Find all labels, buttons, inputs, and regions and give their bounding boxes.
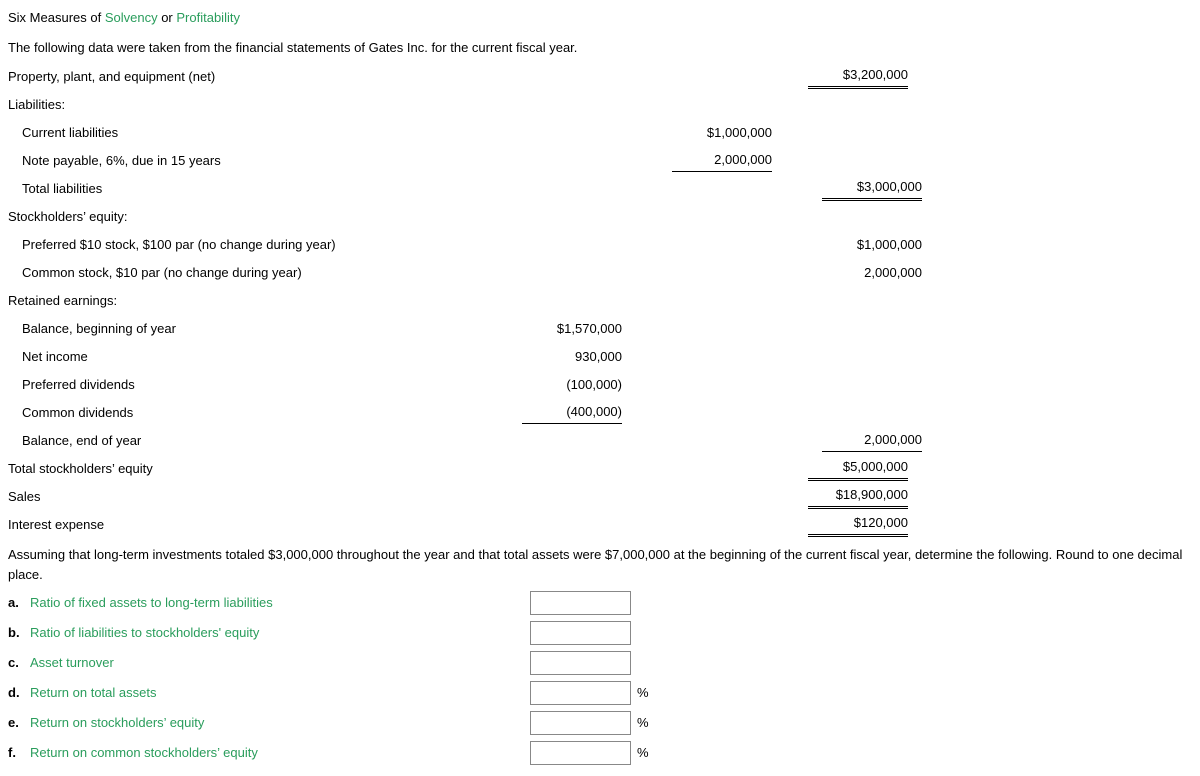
q-f-input[interactable] xyxy=(530,741,631,765)
re-header: Retained earnings: xyxy=(8,291,478,311)
bal-beg-label: Balance, beginning of year xyxy=(8,319,492,339)
solvency-link[interactable]: Solvency xyxy=(105,10,158,25)
int-exp-label: Interest expense xyxy=(8,515,478,535)
q-a-text[interactable]: Ratio of fixed assets to long-term liabi… xyxy=(30,593,530,613)
q-d-input[interactable] xyxy=(530,681,631,705)
bal-end-label: Balance, end of year xyxy=(8,431,492,451)
total-liab-label: Total liabilities xyxy=(8,179,492,199)
bal-beg-value: $1,570,000 xyxy=(522,319,622,339)
pref-div-value: (100,000) xyxy=(522,375,622,395)
q-e-pct: % xyxy=(637,713,649,733)
q-e-text[interactable]: Return on stockholders’ equity xyxy=(30,713,530,733)
ni-label: Net income xyxy=(8,347,492,367)
se-header: Stockholders’ equity: xyxy=(8,207,478,227)
q-f-letter: f. xyxy=(8,743,30,763)
bal-end-value: 2,000,000 xyxy=(822,430,922,452)
liabilities-header: Liabilities: xyxy=(8,95,478,115)
q-e-input[interactable] xyxy=(530,711,631,735)
tot-se-label: Total stockholders’ equity xyxy=(8,459,478,479)
title-prefix: Six Measures of xyxy=(8,10,105,25)
q-b-letter: b. xyxy=(8,623,30,643)
q-b-text[interactable]: Ratio of liabilities to stockholders' eq… xyxy=(30,623,530,643)
tot-se-value: $5,000,000 xyxy=(808,457,908,482)
q-b-input[interactable] xyxy=(530,621,631,645)
com-div-value: (400,000) xyxy=(522,402,622,424)
total-liab-value: $3,000,000 xyxy=(822,177,922,202)
current-liab-label: Current liabilities xyxy=(8,123,492,143)
q-d-pct: % xyxy=(637,683,649,703)
current-liab-value: $1,000,000 xyxy=(672,123,772,143)
note-payable-value: 2,000,000 xyxy=(672,150,772,172)
q-d-letter: d. xyxy=(8,683,30,703)
intro-text: The following data were taken from the f… xyxy=(8,38,1192,58)
ni-value: 930,000 xyxy=(522,347,622,367)
q-a-letter: a. xyxy=(8,593,30,613)
q-c-input[interactable] xyxy=(530,651,631,675)
note-payable-label: Note payable, 6%, due in 15 years xyxy=(8,151,492,171)
q-f-pct: % xyxy=(637,743,649,763)
q-f-text[interactable]: Return on common stockholders’ equity xyxy=(30,743,530,763)
q-e-letter: e. xyxy=(8,713,30,733)
assumption-text: Assuming that long-term investments tota… xyxy=(8,545,1192,584)
q-a-input[interactable] xyxy=(530,591,631,615)
q-c-letter: c. xyxy=(8,653,30,673)
preferred-label: Preferred $10 stock, $100 par (no change… xyxy=(8,235,492,255)
title: Six Measures of Solvency or Profitabilit… xyxy=(8,8,1192,28)
common-label: Common stock, $10 par (no change during … xyxy=(8,263,492,283)
ppe-value: $3,200,000 xyxy=(808,65,908,90)
title-or: or xyxy=(158,10,177,25)
sales-value: $18,900,000 xyxy=(808,485,908,510)
profitability-link[interactable]: Profitability xyxy=(176,10,240,25)
sales-label: Sales xyxy=(8,487,478,507)
q-d-text[interactable]: Return on total assets xyxy=(30,683,530,703)
com-div-label: Common dividends xyxy=(8,403,492,423)
preferred-value: $1,000,000 xyxy=(822,235,922,255)
pref-div-label: Preferred dividends xyxy=(8,375,492,395)
common-value: 2,000,000 xyxy=(822,263,922,283)
int-exp-value: $120,000 xyxy=(808,513,908,538)
q-c-text[interactable]: Asset turnover xyxy=(30,653,530,673)
ppe-label: Property, plant, and equipment (net) xyxy=(8,67,478,87)
